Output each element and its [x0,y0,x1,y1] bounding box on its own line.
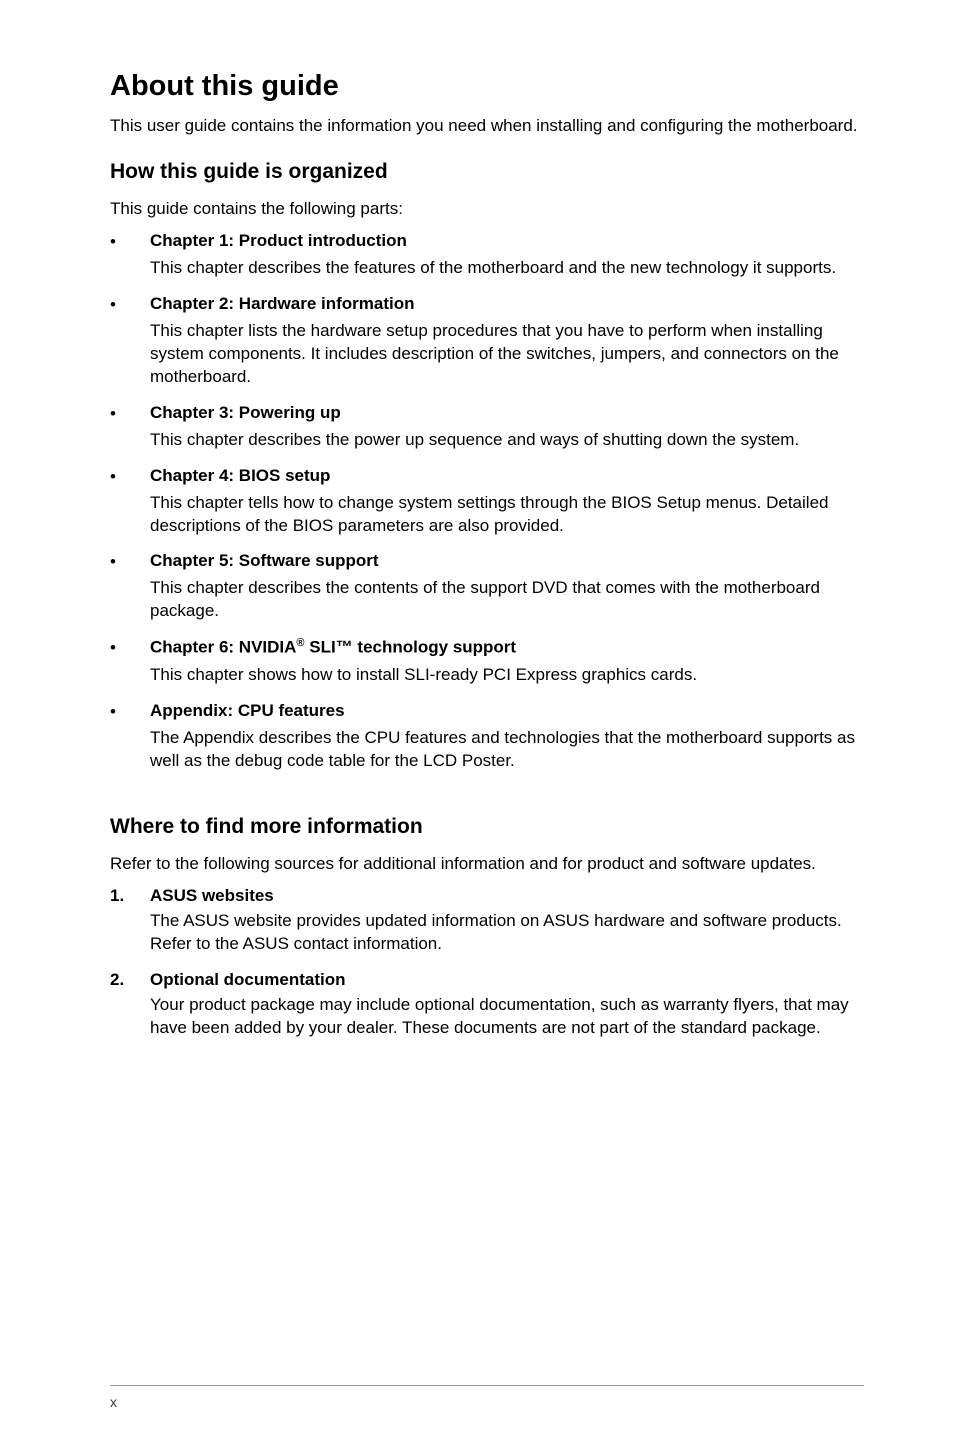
section-gap [110,787,864,815]
chapter-title-sup: ® [296,637,304,649]
chapter-content: Chapter 2: Hardware information This cha… [150,294,864,399]
bullet-marker: • [110,466,150,548]
info-item: 2. Optional documentation Your product p… [110,970,864,1050]
section-intro-organized: This guide contains the following parts: [110,198,864,221]
chapter-title: Chapter 4: BIOS setup [150,466,864,486]
section-heading-more-info: Where to find more information [110,815,864,839]
info-title: Optional documentation [150,970,864,990]
page-footer: x [110,1385,864,1410]
chapter-desc: This chapter describes the power up sequ… [150,429,864,452]
chapter-content: Chapter 4: BIOS setup This chapter tells… [150,466,864,548]
chapter-item: • Chapter 5: Software support This chapt… [110,551,864,633]
info-content: ASUS websites The ASUS website provides … [150,886,864,966]
chapter-title: Chapter 2: Hardware information [150,294,864,314]
chapter-desc: The Appendix describes the CPU features … [150,727,864,773]
chapter-title: Chapter 6: NVIDIA® SLI™ technology suppo… [150,637,864,658]
bullet-marker: • [110,701,150,783]
intro-paragraph: This user guide contains the information… [110,115,864,138]
chapter-item: • Chapter 3: Powering up This chapter de… [110,403,864,462]
chapter-content: Chapter 1: Product introduction This cha… [150,231,864,290]
chapter-title-suffix: SLI™ technology support [305,638,517,657]
page-number: x [110,1394,864,1410]
section-intro-more-info: Refer to the following sources for addit… [110,853,864,876]
chapter-desc: This chapter describes the features of t… [150,257,864,280]
chapter-content: Chapter 5: Software support This chapter… [150,551,864,633]
info-desc: The ASUS website provides updated inform… [150,910,864,956]
bullet-marker: • [110,294,150,399]
bullet-marker: • [110,637,150,697]
chapter-item: • Chapter 4: BIOS setup This chapter tel… [110,466,864,548]
chapter-content: Chapter 3: Powering up This chapter desc… [150,403,864,462]
chapter-title: Chapter 3: Powering up [150,403,864,423]
chapter-title: Appendix: CPU features [150,701,864,721]
number-marker: 1. [110,886,150,966]
chapter-desc: This chapter lists the hardware setup pr… [150,320,864,389]
info-desc: Your product package may include optiona… [150,994,864,1040]
page-title: About this guide [110,70,864,103]
chapter-desc: This chapter shows how to install SLI-re… [150,664,864,687]
bullet-marker: • [110,231,150,290]
chapter-item: • Chapter 6: NVIDIA® SLI™ technology sup… [110,637,864,697]
chapter-content: Chapter 6: NVIDIA® SLI™ technology suppo… [150,637,864,697]
chapter-desc: This chapter tells how to change system … [150,492,864,538]
bullet-marker: • [110,551,150,633]
section-heading-organized: How this guide is organized [110,160,864,184]
chapter-title: Chapter 1: Product introduction [150,231,864,251]
chapter-title-prefix: Chapter 6: NVIDIA [150,638,296,657]
info-item: 1. ASUS websites The ASUS website provid… [110,886,864,966]
chapter-title: Chapter 5: Software support [150,551,864,571]
info-content: Optional documentation Your product pack… [150,970,864,1050]
chapter-content: Appendix: CPU features The Appendix desc… [150,701,864,783]
chapter-item: • Chapter 1: Product introduction This c… [110,231,864,290]
info-title: ASUS websites [150,886,864,906]
chapter-desc: This chapter describes the contents of t… [150,577,864,623]
chapter-item: • Chapter 2: Hardware information This c… [110,294,864,399]
chapter-item: • Appendix: CPU features The Appendix de… [110,701,864,783]
bullet-marker: • [110,403,150,462]
number-marker: 2. [110,970,150,1050]
